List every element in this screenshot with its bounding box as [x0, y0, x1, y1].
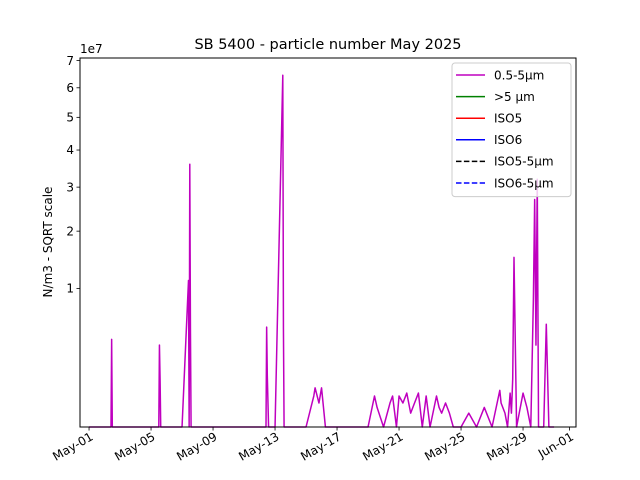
y-tick-label: 2: [66, 224, 74, 238]
plot-area: [79, 57, 577, 428]
y-tick-label: 4: [66, 143, 74, 157]
legend: 0.5-5µm >5 µm ISO5 ISO6 ISO5-5µm ISO6-5µm: [451, 62, 572, 198]
legend-label: 0.5-5µm: [494, 68, 544, 82]
legend-label: ISO6-5µm: [494, 176, 554, 190]
y-axis: 1 2 3 4 5 6 7: [66, 54, 80, 296]
y-tick-label: 6: [66, 81, 74, 95]
y-axis-offset-label: 1e7: [80, 42, 103, 56]
chart-title: SB 5400 - particle number May 2025: [194, 37, 461, 53]
legend-label: >5 µm: [494, 90, 535, 104]
y-tick-label: 3: [66, 180, 74, 194]
y-axis-label: N/m3 - SQRT scale: [41, 187, 55, 298]
y-tick-label: 5: [66, 111, 74, 125]
legend-label: ISO5: [494, 112, 522, 126]
y-tick-label: 1: [66, 282, 74, 296]
series-line: [89, 74, 555, 428]
y-tick-label: 7: [66, 54, 74, 68]
plot-frame: [79, 57, 577, 428]
series-layer: [89, 74, 555, 428]
legend-label: ISO6: [494, 133, 522, 147]
legend-label: ISO5-5µm: [494, 155, 554, 169]
